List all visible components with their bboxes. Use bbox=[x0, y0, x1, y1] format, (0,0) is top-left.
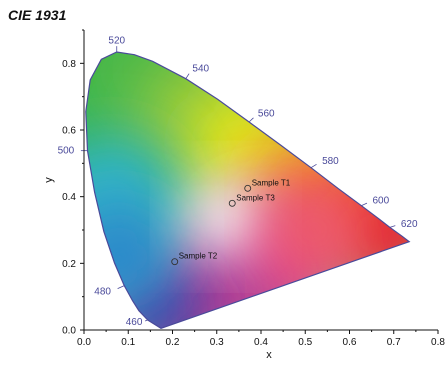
sample-marker bbox=[244, 184, 252, 192]
wavelength-label: 520 bbox=[108, 35, 125, 46]
wavelength-tick bbox=[144, 319, 148, 322]
wavelength-label: 580 bbox=[322, 156, 339, 167]
wavelength-label: 600 bbox=[373, 196, 390, 207]
y-tick-label: 0.4 bbox=[62, 192, 76, 203]
wavelength-tick bbox=[310, 163, 317, 169]
y-tick-label: 0.8 bbox=[62, 59, 76, 70]
x-tick-label: 0.8 bbox=[431, 337, 445, 348]
wavelength-tick bbox=[248, 117, 254, 123]
wavelength-label: 480 bbox=[94, 287, 111, 298]
y-axis-label: y bbox=[43, 177, 55, 183]
wavelength-label: 620 bbox=[401, 219, 418, 230]
wavelength-tick bbox=[185, 73, 190, 79]
gamut-color-blob bbox=[85, 201, 175, 312]
x-tick-label: 0.2 bbox=[166, 337, 180, 348]
wavelength-tick bbox=[389, 225, 396, 228]
wavelength-tick bbox=[117, 285, 125, 290]
x-tick-label: 0.6 bbox=[343, 337, 357, 348]
x-tick-label: 0.4 bbox=[254, 337, 268, 348]
wavelength-label: 560 bbox=[258, 109, 275, 120]
axes: 0.0 0.1 0.2 0.3 0.4 0.5 0.6 0.7 0.8 0.0 0.2 0.4 0.6 0… bbox=[43, 29, 445, 361]
sample-label: Sample T1 bbox=[252, 178, 291, 187]
x-axis-label: x bbox=[266, 349, 272, 361]
chart-title: CIE 1931 bbox=[8, 7, 67, 23]
x-tick-label: 0.5 bbox=[298, 337, 312, 348]
gamut-color-blob bbox=[269, 185, 360, 275]
sample-label: Sample T2 bbox=[179, 252, 218, 261]
spectral-locus bbox=[85, 51, 411, 329]
gamut-color-blob bbox=[187, 178, 264, 255]
wavelength-label: 460 bbox=[126, 317, 143, 328]
y-tick-label: 0.0 bbox=[62, 326, 76, 337]
y-tick-label: 0.2 bbox=[62, 259, 76, 270]
x-tick-label: 0.1 bbox=[121, 337, 135, 348]
sample-marker bbox=[171, 258, 179, 266]
wavelength-label: 540 bbox=[192, 64, 209, 75]
wavelength-label: 500 bbox=[58, 146, 75, 157]
x-tick-label: 0.7 bbox=[387, 337, 401, 348]
wavelength-tick bbox=[361, 202, 368, 207]
y-tick-label: 0.6 bbox=[62, 126, 76, 137]
sample-points: Sample T1 Sample T3 Sample T2 bbox=[171, 178, 291, 266]
x-tick-label: 0.3 bbox=[210, 337, 224, 348]
sample-label: Sample T3 bbox=[236, 193, 275, 202]
sample-marker bbox=[228, 199, 236, 207]
x-tick-label: 0.0 bbox=[77, 337, 91, 348]
